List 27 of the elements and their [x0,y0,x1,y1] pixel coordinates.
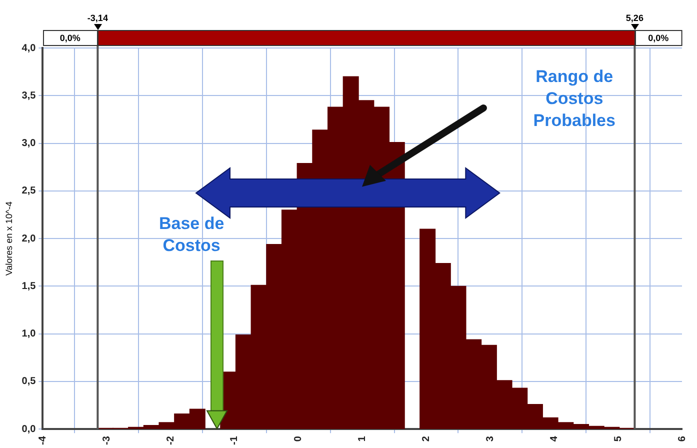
x-tick-label: 5 [612,436,624,442]
y-tick-label: 2,5 [22,186,36,197]
y-tick-label: 3,5 [22,90,36,102]
x-tick-label: 4 [548,436,560,442]
y-axis-title: Valores en x 10^-4 [4,202,14,276]
x-tick-label: 3 [484,436,496,442]
x-tick-label: -4 [37,436,48,446]
x-tick-label: -2 [165,436,176,446]
text: 0,0% [58,32,82,45]
y-tick-label: 0,5 [22,376,36,388]
text: 0,0% [647,32,670,45]
y-tick-label: 1,5 [22,280,36,292]
y-tick-label: 3,0 [22,138,36,150]
x-tick-label: 6 [676,436,688,442]
y-tick-label: 4,0 [22,42,36,54]
annotation: Base de Costos [158,213,226,258]
ref-line-label: -3,14 [87,12,108,23]
y-tick-label: 1,0 [22,328,36,340]
x-tick-label: -3 [101,436,112,446]
x-tick-label: 1 [357,436,368,442]
x-tick-label: -1 [229,436,240,446]
y-tick-label: 2,0 [22,233,36,244]
ref-line-label: 5,26 [626,12,644,23]
y-tick-label: 0,0 [22,424,36,435]
annotation: Rango de Costos Probables [532,66,616,132]
x-tick-label: 2 [421,436,432,442]
x-tick-label: 0 [293,436,304,442]
